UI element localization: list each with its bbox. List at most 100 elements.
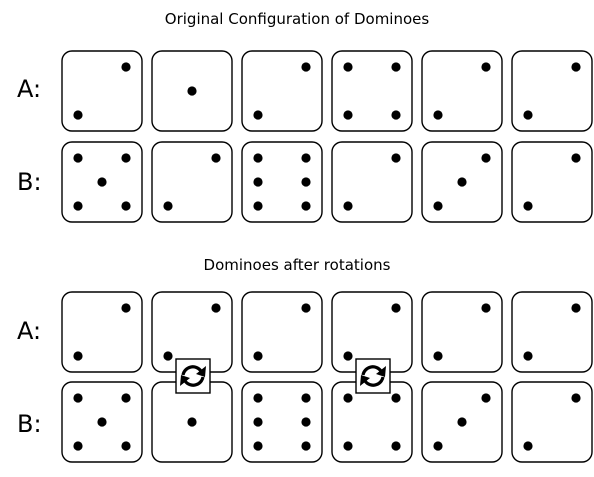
pip xyxy=(253,393,263,403)
pip xyxy=(301,62,311,72)
pip xyxy=(571,62,581,72)
pip xyxy=(253,177,263,187)
pip xyxy=(433,441,443,451)
section-title-after: Dominoes after rotations xyxy=(203,256,391,274)
pip xyxy=(523,441,533,451)
domino-tile xyxy=(331,141,413,223)
pip xyxy=(211,153,221,163)
domino-tile xyxy=(241,141,323,223)
pip xyxy=(301,393,311,403)
pip xyxy=(73,110,83,120)
tile-border xyxy=(511,141,593,223)
domino-tile xyxy=(331,381,413,463)
pip xyxy=(73,393,83,403)
pip xyxy=(481,393,491,403)
rotate-arrows-icon xyxy=(355,358,391,394)
pip xyxy=(343,351,353,361)
pip xyxy=(343,110,353,120)
domino-tile xyxy=(421,50,503,132)
pip xyxy=(433,351,443,361)
pip xyxy=(253,417,263,427)
pip xyxy=(301,153,311,163)
rotate-arc-top xyxy=(361,365,383,376)
domino-tile xyxy=(421,141,503,223)
pip xyxy=(523,201,533,211)
tile-border xyxy=(241,141,323,223)
domino-tile xyxy=(151,381,233,463)
pip xyxy=(121,303,131,313)
pip xyxy=(571,153,581,163)
pip xyxy=(253,351,263,361)
domino-tile xyxy=(61,291,143,373)
tile-border xyxy=(421,291,503,373)
pip xyxy=(301,303,311,313)
rotate-arc-bottom xyxy=(363,376,385,387)
rotate-arc-bottom xyxy=(183,376,205,387)
pip xyxy=(391,62,401,72)
pip xyxy=(343,393,353,403)
domino-tile xyxy=(241,50,323,132)
pip xyxy=(391,393,401,403)
tile-border xyxy=(331,381,413,463)
tile-border xyxy=(241,381,323,463)
domino-tile xyxy=(241,381,323,463)
pip xyxy=(253,441,263,451)
domino-tile xyxy=(331,50,413,132)
rotate-arrowhead-bottom xyxy=(360,375,370,386)
tile-border xyxy=(511,50,593,132)
tile-border xyxy=(151,141,233,223)
pip xyxy=(121,62,131,72)
domino-tile xyxy=(61,141,143,223)
tile-border xyxy=(61,50,143,132)
pip xyxy=(301,417,311,427)
pip xyxy=(481,62,491,72)
pip xyxy=(391,110,401,120)
pip xyxy=(301,201,311,211)
domino-tile xyxy=(151,50,233,132)
rotate-arrows-icon xyxy=(175,358,211,394)
pip xyxy=(571,303,581,313)
domino-tile xyxy=(511,50,593,132)
domino-tile xyxy=(151,141,233,223)
pip xyxy=(163,351,173,361)
tile-border xyxy=(421,50,503,132)
domino-tile xyxy=(61,381,143,463)
pip xyxy=(391,441,401,451)
tile-border xyxy=(511,381,593,463)
rotate-arrowhead-top xyxy=(376,366,386,377)
tile-border xyxy=(241,50,323,132)
pip xyxy=(163,201,173,211)
rotate-arrowhead-bottom xyxy=(180,375,190,386)
pip xyxy=(73,153,83,163)
pip xyxy=(523,110,533,120)
section-title-original: Original Configuration of Dominoes xyxy=(164,10,430,28)
pip xyxy=(97,417,107,427)
pip xyxy=(97,177,107,187)
pip xyxy=(391,153,401,163)
tile-border xyxy=(331,141,413,223)
pip xyxy=(211,303,221,313)
domino-tile xyxy=(511,381,593,463)
rotate-arc-top xyxy=(181,365,203,376)
pip xyxy=(73,201,83,211)
pip xyxy=(457,417,467,427)
pip xyxy=(301,441,311,451)
pip xyxy=(253,153,263,163)
pip xyxy=(253,201,263,211)
domino-tile xyxy=(511,141,593,223)
pip xyxy=(457,177,467,187)
pip xyxy=(391,303,401,313)
pip xyxy=(253,110,263,120)
pip xyxy=(433,110,443,120)
row-label-a-after: A: xyxy=(17,317,42,345)
row-label-a-original: A: xyxy=(17,75,42,103)
pip xyxy=(343,62,353,72)
domino-tile xyxy=(421,381,503,463)
tile-border xyxy=(241,291,323,373)
tile-border xyxy=(511,291,593,373)
pip xyxy=(73,351,83,361)
pip xyxy=(481,303,491,313)
pip xyxy=(301,177,311,187)
pip xyxy=(343,201,353,211)
